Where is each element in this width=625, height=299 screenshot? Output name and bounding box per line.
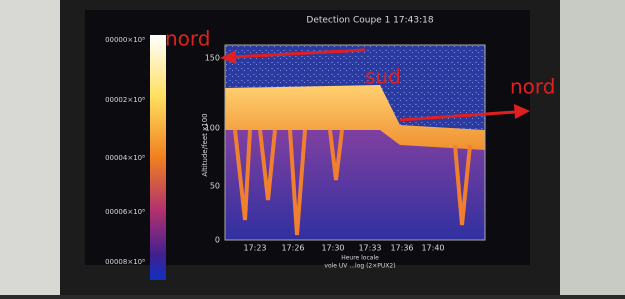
colorbar-label: 00008×10⁸: [105, 258, 145, 266]
y-tick-label: 50: [210, 182, 220, 191]
annotation-label: nord: [165, 27, 210, 51]
x-tick-label: 17:40: [421, 244, 444, 253]
colorbar-label: 00000×10⁸: [105, 36, 145, 44]
colorbar-label: 00002×10⁸: [105, 96, 145, 104]
x-axis-label: Heure locale: [341, 255, 379, 262]
x-tick-label: 17:33: [358, 244, 381, 253]
x-tick-label: 17:30: [321, 244, 344, 253]
wall: [0, 0, 70, 295]
y-tick-label: 100: [205, 124, 220, 133]
page: Detection Coupe 1 17:43:18 00000×10⁸ 000…: [0, 0, 625, 295]
colorbar: [150, 35, 166, 280]
photo: Detection Coupe 1 17:43:18 00000×10⁸ 000…: [0, 0, 625, 295]
colorbar-label: 00004×10⁸: [105, 154, 145, 162]
annotation-label: sud: [365, 65, 401, 89]
colorbar-label: 00006×10⁸: [105, 208, 145, 216]
y-tick-label: 0: [215, 236, 220, 245]
screen-title: Detection Coupe 1 17:43:18: [306, 16, 433, 26]
annotation-label: nord: [510, 75, 555, 99]
x-tick-label: 17:36: [390, 244, 413, 253]
y-tick-label: 150: [205, 54, 220, 63]
x-axis-sublabel: vole UV ...log (2×PUX2): [324, 263, 395, 270]
x-tick-label: 17:23: [243, 244, 266, 253]
x-tick-label: 17:26: [281, 244, 304, 253]
